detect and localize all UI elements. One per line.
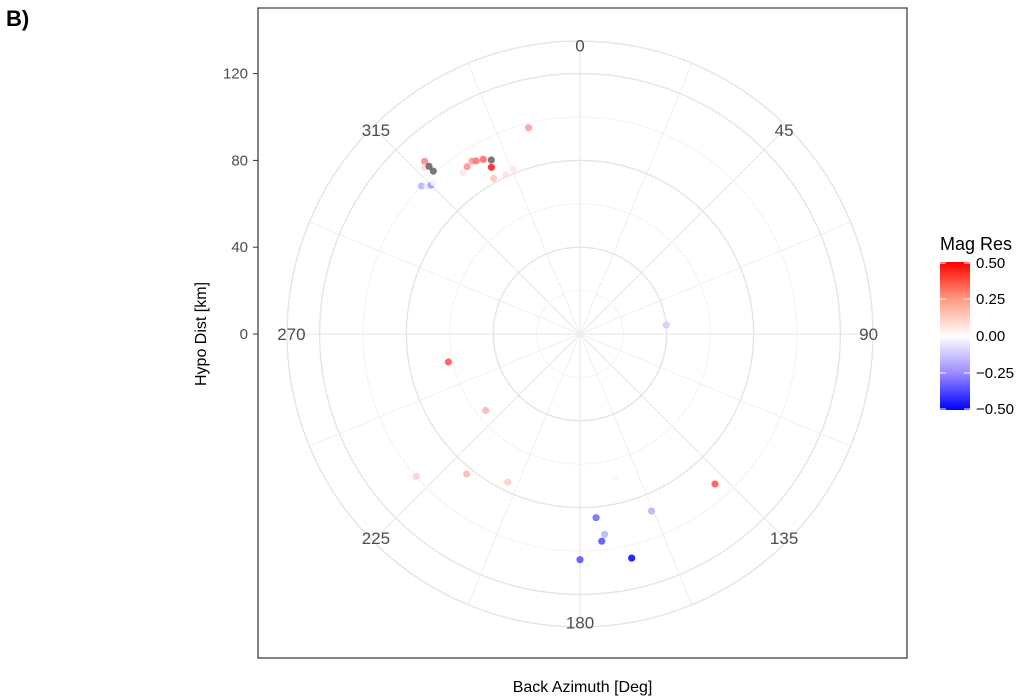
angle-tick-label: 270 [277,325,305,344]
data-point [425,162,433,170]
minor-spoke [579,333,851,447]
major-spoke [372,333,581,542]
major-grid-circle [318,72,842,596]
angle-tick-label: 0 [575,36,584,55]
y-axis-tick-labels: 0 40 80 120 [223,66,258,343]
data-point [444,358,452,366]
data-point [472,157,480,165]
color-legend: Mag Res 0.50 0.25 0.00 −0.25 −0.50 [940,234,1014,418]
data-point [628,554,636,562]
legend-ticks: 0.50 0.25 0.00 −0.25 −0.50 [940,255,1014,418]
minor-grid-circle [536,290,624,378]
minor-spoke [579,63,693,335]
angle-tick-label: 135 [770,529,798,548]
y-tick-label: 120 [223,66,248,83]
y-tick-label: 80 [231,152,248,169]
data-point [459,168,467,177]
data-point [647,507,656,515]
minor-spoke [309,221,581,335]
data-point [463,470,471,478]
data-point [504,478,512,486]
data-point [421,157,429,165]
data-point [487,156,495,164]
data-point [482,406,490,415]
data-point [429,167,437,175]
data-point [479,155,487,163]
data-point [417,182,425,190]
data-points [412,124,719,564]
data-point [430,179,438,187]
data-point [490,174,498,182]
data-point [662,321,670,329]
legend-tick-label: −0.25 [976,365,1014,382]
minor-spoke [579,333,693,605]
panel-label: B) [6,6,30,31]
major-spoke [579,333,788,542]
data-point [525,124,533,132]
outer-grid-circle [286,40,874,628]
angle-tick-label: 45 [775,121,794,140]
legend-tick-label: 0.50 [976,255,1005,272]
legend-title: Mag Res [940,234,1012,254]
legend-tick-label: −0.50 [976,401,1014,418]
angle-tick-label: 225 [362,529,390,548]
y-tick-label: 0 [240,326,248,343]
data-point [502,171,510,179]
minor-grid-circle [449,203,711,465]
minor-spoke [467,333,581,605]
data-point [509,165,517,173]
minor-spoke [579,221,851,335]
angle-tick-label: 90 [859,325,878,344]
data-point [463,163,471,171]
data-point [412,472,420,480]
angle-tick-label: 180 [566,614,594,633]
legend-tick-label: 0.25 [976,291,1005,308]
minor-spoke [467,63,581,335]
y-axis-title: Hypo Dist [km] [193,282,210,386]
major-spoke [579,126,788,335]
minor-spoke [309,333,581,447]
data-point [612,473,620,481]
x-axis-title: Back Azimuth [Deg] [513,679,653,696]
data-point [487,163,495,171]
minor-grid-circle [362,116,798,552]
major-spoke [372,126,581,335]
y-tick-label: 40 [231,239,248,256]
legend-tick-label: 0.00 [976,328,1005,345]
major-grid-circle [405,159,755,509]
data-point [598,537,606,545]
data-point [592,514,600,522]
major-grid-circle [492,246,668,422]
polar-grid [286,40,874,628]
data-point [711,480,719,488]
data-point [601,530,609,538]
angle-tick-labels: 0 45 90 135 180 225 270 315 [277,36,878,632]
angle-tick-label: 315 [362,121,390,140]
data-point [576,556,584,564]
